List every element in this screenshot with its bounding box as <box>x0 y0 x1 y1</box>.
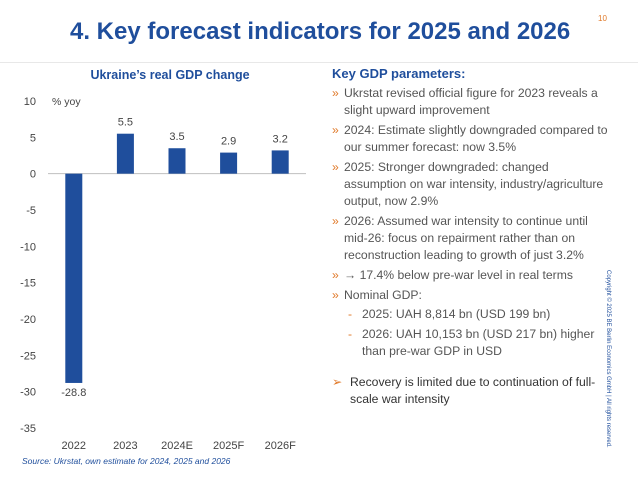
bullet-text: 2026: Assumed war intensity to continue … <box>344 214 588 262</box>
bullet-text: Ukrstat revised official figure for 2023… <box>344 86 598 117</box>
bullet-text: → 17.4% below pre-war level in real term… <box>344 268 573 282</box>
bar-value-label: -28.8 <box>61 387 86 399</box>
bar <box>220 152 238 174</box>
copyright-note: Copyright © 2025 BE Berlin Economics Gmb… <box>605 270 611 448</box>
params-sub-bullet: -2025: UAH 8,814 bn (USD 199 bn) <box>344 306 614 323</box>
params-bullet: » 2024: Estimate slightly downgraded comp… <box>332 122 614 156</box>
bullet-marker: » <box>332 86 339 100</box>
bar <box>168 148 186 174</box>
y-tick-label: -10 <box>20 241 36 253</box>
bar-value-label: 3.2 <box>273 133 288 145</box>
bar <box>65 173 83 383</box>
bullet-marker: » <box>332 268 339 282</box>
params-bullet: » 2025: Stronger downgraded: changed assu… <box>332 159 614 210</box>
y-tick-label: -30 <box>20 387 36 399</box>
bullet-marker: » <box>332 123 339 137</box>
x-tick-label: 2025F <box>213 440 244 452</box>
chart-title: Ukraine’s real GDP change <box>90 68 250 82</box>
bullet-marker: » <box>332 288 339 302</box>
y-tick-label: -5 <box>26 205 36 217</box>
y-tick-label: -20 <box>20 314 36 326</box>
bar <box>116 133 134 174</box>
params-bullet-list: » Ukrstat revised official figure for 202… <box>332 85 614 360</box>
y-tick-label: -35 <box>20 423 36 435</box>
params-bullet: » 2026: Assumed war intensity to continue… <box>332 213 614 264</box>
bar <box>271 150 289 174</box>
bar-value-label: 3.5 <box>169 131 184 143</box>
x-tick-label: 2026F <box>265 440 296 452</box>
chart-source: Source: Ukrstat, own estimate for 2024, … <box>22 456 231 466</box>
y-tick-label: -25 <box>20 350 36 362</box>
y-tick-label: -15 <box>20 278 36 290</box>
gdp-bar-chart: 10 5 0 -5 -10 -15 -20 -25 -30 -35 % yoy -28.8 2022 5.… <box>20 96 306 452</box>
gdp-parameters-panel: Key GDP parameters: » Ukrstat revised off… <box>332 66 614 408</box>
bullet-marker: » <box>332 214 339 228</box>
params-sub-bullet: -2026: UAH 10,153 bn (USD 217 bn) higher… <box>344 326 614 360</box>
y-tick-label: 5 <box>30 132 36 144</box>
params-bullet: » → 17.4% below pre-war level in real ter… <box>332 267 614 284</box>
y-axis-label: % yoy <box>52 96 81 108</box>
x-tick-label: 2022 <box>62 440 86 452</box>
page-number: 10 <box>598 14 607 23</box>
params-bullet: » Nominal GDP: -2025: UAH 8,814 bn (USD 1… <box>332 287 614 360</box>
bullet-marker: » <box>332 160 339 174</box>
y-tick-label: 10 <box>24 96 36 108</box>
y-tick-label: 0 <box>30 169 36 181</box>
nominal-gdp-sublist: -2025: UAH 8,814 bn (USD 199 bn) -2026: … <box>344 306 614 360</box>
bullet-text: Nominal GDP: <box>344 288 422 302</box>
bullet-text: 2024: Estimate slightly downgraded compa… <box>344 123 608 154</box>
x-tick-label: 2023 <box>113 440 137 452</box>
arrow-bullet-icon: ➢ <box>332 375 343 389</box>
sub-bullet-marker: - <box>348 307 353 321</box>
page-title: 4. Key forecast indicators for 2025 and … <box>70 18 571 45</box>
sub-bullet-text: 2026: UAH 10,153 bn (USD 217 bn) higher … <box>362 327 595 358</box>
sub-bullet-text: 2025: UAH 8,814 bn (USD 199 bn) <box>362 307 551 321</box>
bar-value-label: 2.9 <box>221 136 236 148</box>
params-title: Key GDP parameters: <box>332 66 466 81</box>
bullet-text: 2025: Stronger downgraded: changed assum… <box>344 160 604 208</box>
recovery-text: Recovery is limited due to continuation … <box>350 375 596 406</box>
header-divider <box>0 62 638 63</box>
recovery-note: ➢ Recovery is limited due to continuatio… <box>332 374 614 408</box>
params-bullet: » Ukrstat revised official figure for 202… <box>332 85 614 119</box>
bar-value-label: 5.5 <box>118 117 133 129</box>
x-tick-label: 2024E <box>161 440 193 452</box>
sub-bullet-marker: - <box>348 327 353 341</box>
